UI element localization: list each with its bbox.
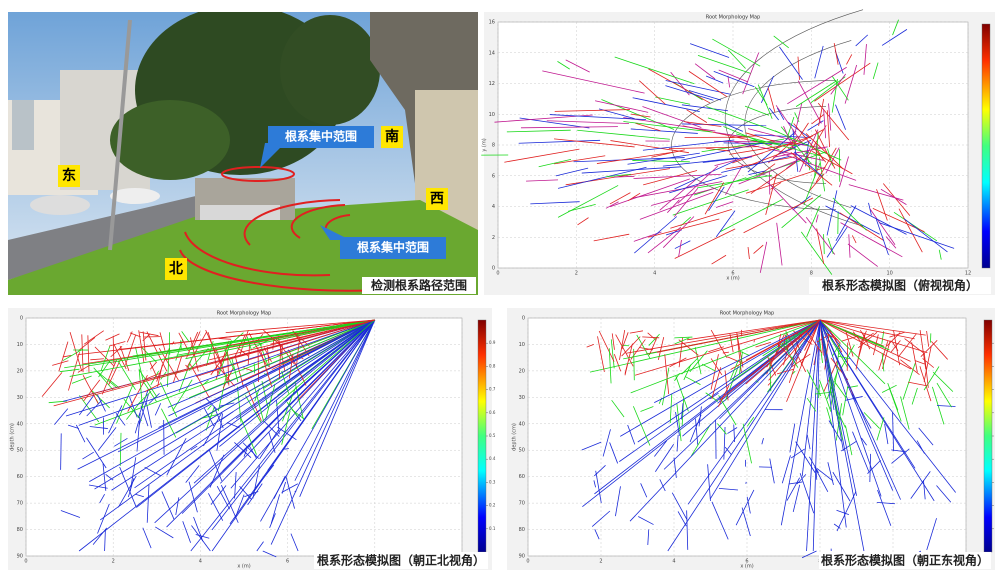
caption: 检测根系路径范围 (371, 278, 467, 293)
colorbar-tick-label: 0.1 (489, 526, 496, 531)
x-tick-label: 6 (286, 559, 289, 565)
colorbar-tick-label: 0.8 (489, 363, 496, 368)
colorbar (984, 320, 992, 552)
y-tick-label: 8 (492, 143, 495, 149)
x-tick-label: 0 (496, 271, 499, 277)
y-tick-label: 50 (17, 448, 23, 454)
x-tick-label: 4 (653, 271, 656, 277)
x-axis-label: x (m) (237, 564, 250, 570)
y-tick-label: 70 (17, 501, 23, 507)
callout: 根系集中范围 (357, 240, 429, 255)
y-tick-label: 80 (17, 527, 23, 533)
x-tick-label: 10 (886, 271, 892, 277)
colorbar (982, 24, 990, 268)
y-tick-label: 14 (489, 50, 495, 56)
y-tick-label: 30 (17, 395, 23, 401)
colorbar-tick-label: 0.4 (489, 456, 496, 461)
y-tick-label: 60 (519, 474, 525, 480)
x-tick-label: 2 (575, 271, 578, 277)
direction: 南 (385, 128, 399, 145)
y-tick-label: 40 (519, 421, 525, 427)
caption: 根系形态模拟图（朝正东视角） (821, 553, 989, 568)
y-tick-label: 70 (519, 501, 525, 507)
colorbar-tick-label: 0.3 (489, 479, 496, 484)
y-tick-label: 0 (522, 316, 525, 322)
x-tick-label: 2 (112, 559, 115, 565)
plot-title: Root Morphology Map (217, 311, 271, 317)
callout: 根系集中范围 (285, 129, 357, 144)
direction: 北 (169, 261, 183, 277)
y-tick-label: 6 (492, 173, 495, 179)
y-tick-label: 10 (489, 112, 495, 118)
direction: 西 (430, 191, 444, 207)
x-tick-label: 0 (526, 559, 529, 565)
y-tick-label: 10 (519, 342, 525, 348)
colorbar-tick-label: 0.5 (489, 433, 496, 438)
y-tick-label: 16 (489, 20, 495, 26)
root (254, 363, 255, 373)
x-axis-label: x (m) (726, 276, 739, 282)
x-tick-label: 12 (965, 271, 971, 277)
y-tick-label: 40 (17, 421, 23, 427)
y-tick-label: 20 (519, 368, 525, 374)
caption: 根系形态模拟图（俯视视角） (822, 278, 978, 293)
y-tick-label: 90 (17, 554, 23, 560)
colorbar-tick-label: 0.7 (489, 387, 496, 392)
y-axis-label: depth (cm) (10, 423, 16, 451)
x-tick-label: 4 (199, 559, 202, 565)
colorbar-tick-label: 0.2 (489, 503, 496, 508)
x-tick-label: 0 (24, 559, 27, 565)
plot-area (26, 318, 462, 556)
y-axis-label: depth (cm) (512, 423, 518, 451)
y-tick-label: 30 (519, 395, 525, 401)
colorbar-tick-label: 0.6 (489, 410, 496, 415)
y-tick-label: 10 (17, 342, 23, 348)
colorbar-tick-label: 0.9 (489, 340, 496, 345)
y-tick-label: 0 (492, 266, 495, 272)
caption: 根系形态模拟图（朝正北视角） (317, 553, 485, 568)
y-tick-label: 2 (492, 235, 495, 241)
direction: 东 (62, 167, 76, 184)
y-tick-label: 0 (20, 316, 23, 322)
y-tick-label: 20 (17, 368, 23, 374)
x-tick-label: 4 (672, 559, 675, 565)
y-axis-label: y (m) (482, 138, 488, 151)
x-tick-label: 8 (810, 271, 813, 277)
y-tick-label: 12 (489, 81, 495, 87)
figure: 根系集中范围 根系集中范围 南 东 西 北 检测根系路径范围 0 2 4 6 8 10 12… (0, 0, 995, 570)
y-tick-label: 60 (17, 474, 23, 480)
plot-title: Root Morphology Map (706, 15, 760, 21)
colorbar (478, 320, 486, 552)
y-tick-label: 80 (519, 527, 525, 533)
y-tick-label: 50 (519, 448, 525, 454)
y-tick-label: 90 (519, 554, 525, 560)
x-tick-label: 2 (599, 559, 602, 565)
plot-title: Root Morphology Map (720, 311, 774, 317)
y-tick-label: 4 (492, 204, 495, 210)
x-axis-label: x (m) (740, 564, 753, 570)
